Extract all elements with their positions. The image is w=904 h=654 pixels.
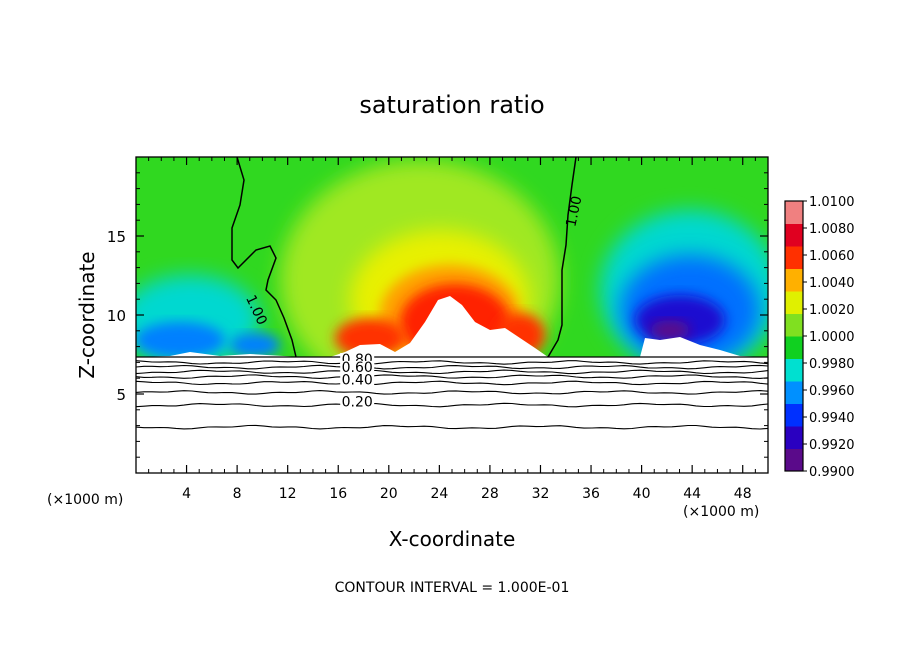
contour-line xyxy=(136,374,768,379)
colorbar-swatch xyxy=(785,426,803,449)
colorbar: 1.0100 1.0080 1.0060 1.0040 1.0020 1.0000 0.99… xyxy=(784,195,855,480)
colorbar-label: 1.0000 xyxy=(809,330,855,345)
y-axis-ticks: 5 10 15 xyxy=(107,172,768,458)
x-tick-label: 12 xyxy=(279,486,297,502)
colorbar-label: 1.0100 xyxy=(809,195,855,210)
colorbar-swatch xyxy=(785,246,803,269)
colorbar-swatch xyxy=(785,336,803,359)
colorbar-swatch xyxy=(785,403,803,427)
colorbar-swatch xyxy=(785,381,803,404)
x-tick-label: 8 xyxy=(233,486,242,502)
colorbar-swatch xyxy=(785,313,803,337)
x-tick-label: 44 xyxy=(683,486,701,502)
x-tick-label: 20 xyxy=(380,486,398,502)
contour-line xyxy=(136,380,768,386)
x-tick-label: 16 xyxy=(329,486,347,502)
plot-area xyxy=(136,157,768,473)
x-tick-label: 4 xyxy=(182,486,191,502)
colorbar-label: 0.9920 xyxy=(809,438,855,453)
colorbar-label: 1.0060 xyxy=(809,249,855,264)
lower-contours xyxy=(136,360,768,430)
contour-line xyxy=(136,390,768,395)
contour-line xyxy=(136,402,768,408)
field-blue-left xyxy=(136,322,225,358)
contour-label-bg xyxy=(340,373,375,387)
contour-line xyxy=(136,364,768,370)
contour-interval-note: CONTOUR INTERVAL = 1.000E-01 xyxy=(335,580,570,596)
y-tick-label: 10 xyxy=(107,307,126,325)
x-unit-left: (×1000 m) xyxy=(47,492,123,508)
contour-1-00-left xyxy=(231,157,297,358)
colorbar-swatch xyxy=(785,291,803,314)
colorbar-swatch xyxy=(785,223,803,247)
colorbar-label: 0.9980 xyxy=(809,357,855,372)
x-tick-label: 36 xyxy=(582,486,600,502)
contour-label: 0.20 xyxy=(342,395,373,411)
contour-line xyxy=(136,360,768,365)
contour-label: 1.00 xyxy=(563,195,585,229)
field-blue-left2 xyxy=(230,333,280,357)
contour-1-00-right xyxy=(547,157,577,358)
x-axis-label: X-coordinate xyxy=(389,527,516,551)
chart-title: saturation ratio xyxy=(359,91,544,119)
colorbar-swatch xyxy=(785,358,803,382)
colorbar-swatch xyxy=(785,268,803,292)
colorbar-label: 1.0040 xyxy=(809,276,855,291)
colorbar-label: 0.9940 xyxy=(809,411,855,426)
contour-label: 0.40 xyxy=(342,373,373,389)
contour-line xyxy=(136,369,768,375)
colorbar-label: 0.9960 xyxy=(809,384,855,399)
contour-label-bg xyxy=(340,360,375,374)
field-purple-right xyxy=(650,320,690,340)
x-tick-label: 48 xyxy=(734,486,752,502)
y-tick-label: 15 xyxy=(107,228,126,246)
x-tick-label: 28 xyxy=(481,486,499,502)
colorbar-label: 1.0080 xyxy=(809,222,855,237)
contour-label-bg xyxy=(340,395,375,409)
x-axis-ticks: 4 8 12 16 20 24 28 32 36 40 44 48 xyxy=(148,157,756,502)
white-ridge-shapes xyxy=(136,296,768,473)
colorbar-swatch xyxy=(785,201,803,224)
contour-labels: 1.001.000.800.600.400.20 xyxy=(242,195,585,411)
y-tick-label: 5 xyxy=(116,386,126,404)
colorbar-label: 1.0020 xyxy=(809,303,855,318)
contour-label: 0.60 xyxy=(342,360,373,376)
y-axis-label: Z-coordinate xyxy=(75,251,99,378)
x-tick-label: 24 xyxy=(430,486,448,502)
contour-line xyxy=(136,424,768,430)
colorbar-label: 0.9900 xyxy=(809,465,855,480)
colorbar-swatch xyxy=(785,448,803,472)
x-tick-label: 40 xyxy=(633,486,651,502)
x-tick-label: 32 xyxy=(532,486,550,502)
x-unit-right: (×1000 m) xyxy=(683,504,759,520)
